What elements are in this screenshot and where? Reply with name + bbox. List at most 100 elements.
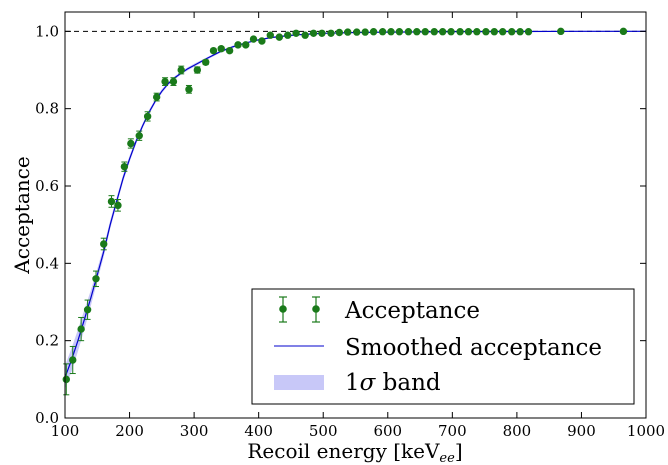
point-marker (77, 325, 85, 333)
point-marker (114, 201, 122, 210)
point-marker (498, 28, 507, 36)
x-tick-label: 300 (180, 422, 209, 440)
point-marker (127, 139, 135, 148)
x-tick-label: 800 (503, 422, 532, 440)
point-marker (404, 28, 413, 36)
point-marker (361, 28, 369, 36)
acceptance-point (120, 161, 129, 172)
y-axis-label: Acceptance (10, 156, 34, 274)
acceptance-point (202, 58, 210, 66)
point-marker (344, 28, 352, 36)
point-marker (387, 28, 395, 36)
acceptance-point (524, 28, 533, 36)
acceptance-points-layer (62, 27, 628, 396)
acceptance-point (266, 31, 274, 39)
point-marker (378, 28, 387, 36)
point-marker (447, 28, 455, 36)
legend-smoothed-label: Smoothed acceptance (345, 335, 602, 361)
acceptance-point (185, 84, 193, 94)
point-marker (161, 77, 169, 86)
point-marker (335, 28, 344, 37)
acceptance-point (258, 37, 266, 45)
y-tick-label: 0.6 (35, 177, 59, 195)
point-marker (209, 46, 218, 55)
acceptance-point (77, 316, 85, 342)
legend-band-swatch (274, 375, 324, 390)
acceptance-point (464, 28, 473, 36)
acceptance-point (447, 28, 455, 36)
legend: Acceptance Smoothed acceptance 1σ band (251, 288, 635, 405)
acceptance-point (387, 28, 395, 36)
acceptance-point (275, 33, 284, 41)
acceptance-point (369, 28, 378, 36)
point-marker (464, 28, 473, 36)
point-marker (430, 28, 438, 36)
point-marker (100, 240, 108, 248)
acceptance-point (161, 77, 169, 86)
acceptance-point (344, 28, 352, 36)
acceptance-point (557, 27, 565, 36)
acceptance-point (327, 29, 335, 37)
acceptance-point (234, 41, 242, 49)
point-marker (62, 375, 70, 384)
acceptance-point (482, 28, 490, 36)
point-marker (152, 93, 161, 101)
x-tick-label: 400 (244, 422, 273, 440)
acceptance-point (217, 45, 225, 53)
x-axis-label: Recoil energy [keVee] (247, 439, 462, 465)
point-marker (120, 162, 129, 171)
x-tick-label: 200 (115, 422, 144, 440)
acceptance-point (209, 46, 218, 55)
acceptance-point (490, 28, 498, 36)
point-marker (318, 29, 326, 37)
acceptance-point (225, 46, 234, 55)
point-marker (369, 28, 378, 36)
point-marker (202, 58, 210, 66)
acceptance-point (378, 28, 387, 36)
point-marker (275, 33, 284, 41)
point-marker (177, 66, 185, 74)
acceptance-point (301, 31, 309, 39)
acceptance-point (100, 237, 108, 251)
point-marker (266, 31, 274, 39)
acceptance-point (421, 28, 429, 36)
acceptance-point (413, 28, 421, 36)
x-tick-label: 500 (309, 422, 338, 440)
point-marker (258, 37, 266, 45)
point-marker (438, 28, 447, 36)
point-marker (242, 41, 250, 49)
point-marker (92, 275, 100, 283)
point-marker (249, 35, 258, 43)
point-marker (225, 46, 234, 55)
acceptance-point (395, 28, 404, 36)
acceptance-point (242, 41, 250, 49)
acceptance-point (127, 138, 135, 149)
y-tick-label: 0.0 (35, 409, 59, 427)
point-marker (421, 28, 429, 36)
point-marker (284, 31, 292, 39)
acceptance-point (309, 29, 318, 37)
x-tick-label: 1000 (627, 422, 665, 440)
acceptance-point (135, 130, 143, 141)
y-tick-label: 1.0 (35, 22, 59, 40)
acceptance-point (361, 28, 369, 36)
point-marker (353, 28, 361, 36)
acceptance-point (193, 66, 202, 74)
acceptance-point (92, 270, 100, 288)
point-marker (490, 28, 498, 36)
y-tick-label: 0.4 (35, 254, 59, 272)
point-marker (292, 29, 300, 37)
acceptance-point (83, 299, 92, 320)
point-marker (234, 41, 242, 49)
point-marker (107, 197, 116, 206)
acceptance-point (619, 27, 628, 36)
point-marker (143, 112, 152, 121)
acceptance-point (177, 65, 185, 75)
x-tick-label: 900 (567, 422, 596, 440)
axis-ticks-layer: 100 200 300 400 500 600 700 800 900 1000 0.0 0.2 0.4… (35, 12, 665, 440)
legend-acceptance-marker (279, 296, 320, 323)
point-marker (169, 77, 178, 86)
plot-frame (64, 11, 647, 419)
legend-band-label: 1σ band (345, 370, 441, 396)
acceptance-point (404, 28, 413, 36)
